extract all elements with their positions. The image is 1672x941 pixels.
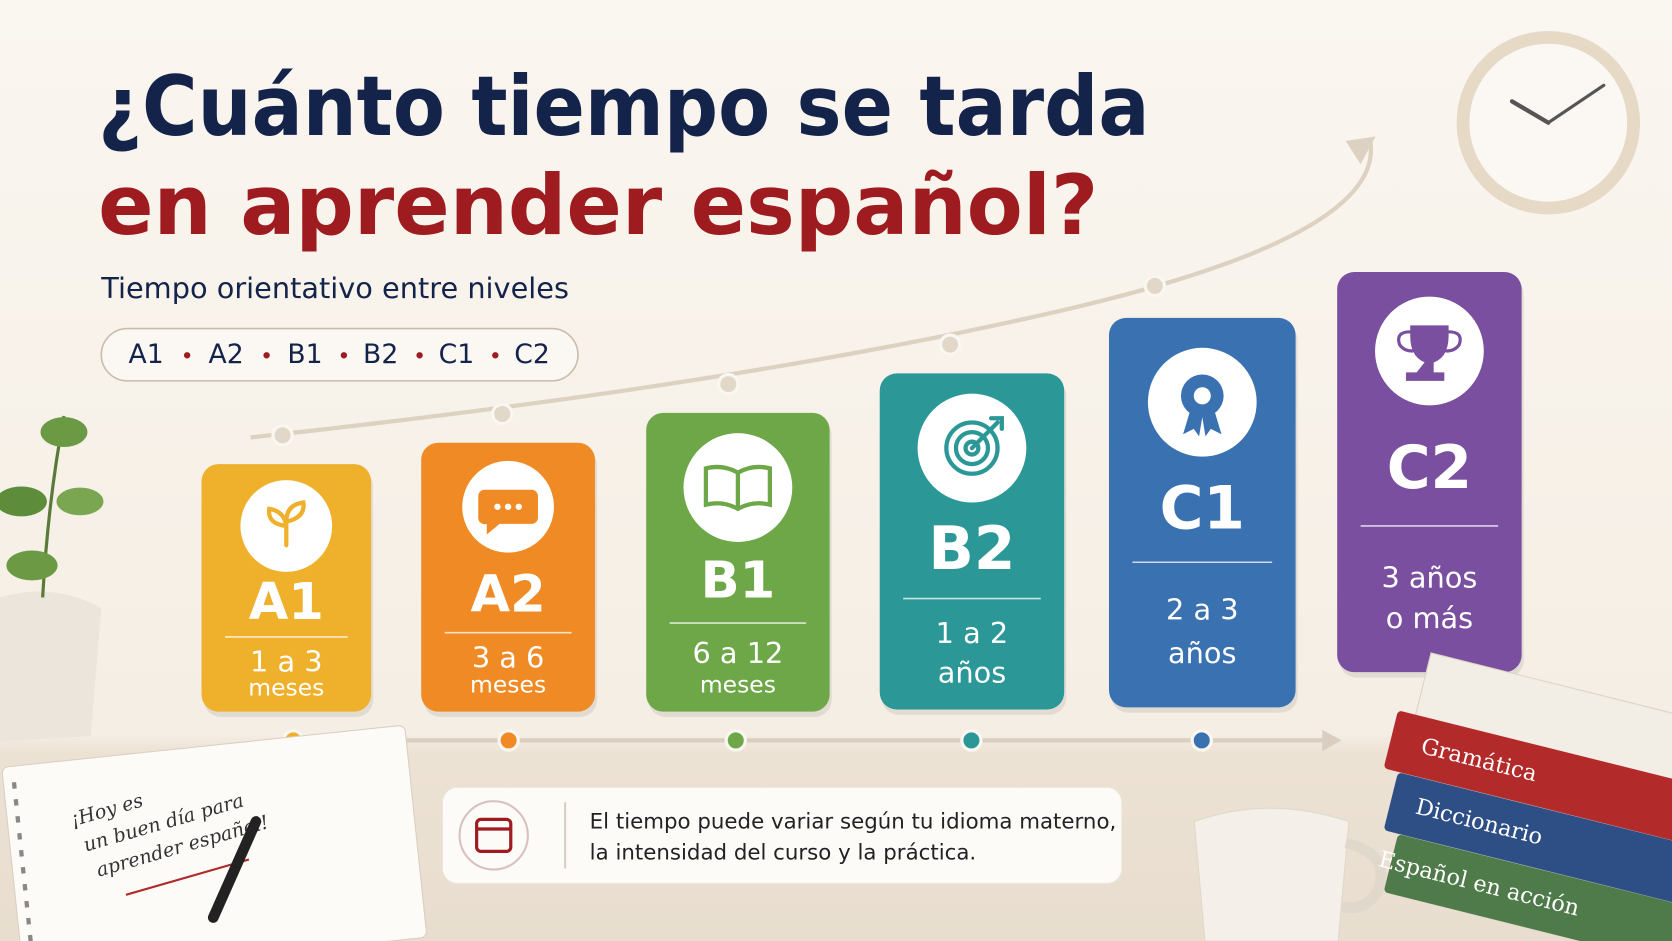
- level-label: C1: [439, 339, 475, 370]
- card-level: B1: [701, 551, 776, 611]
- card-duration: 1 a 2: [936, 616, 1009, 650]
- clock-hand: [1546, 83, 1606, 125]
- subtitle: Tiempo orientativo entre niveles: [100, 271, 569, 305]
- progress-arrowhead: [1345, 136, 1376, 165]
- level-label: B1: [287, 339, 322, 370]
- notebook: [1, 725, 427, 941]
- book: [1384, 711, 1672, 843]
- mug: [1193, 807, 1387, 941]
- calendar-circle: [458, 800, 529, 871]
- note-text: El tiempo puede variar según tu idioma m…: [590, 810, 1117, 866]
- level-label: A1: [128, 339, 163, 370]
- note-line: El tiempo puede variar según tu idioma m…: [590, 810, 1117, 835]
- card-level: C1: [1160, 475, 1245, 544]
- level-label: A2: [208, 339, 243, 370]
- icon-chat-dot: [504, 503, 512, 510]
- timeline-dot: [497, 729, 520, 752]
- level-separator: [340, 352, 348, 359]
- icon-trophy-handles: [1397, 330, 1462, 353]
- level-label: C2: [514, 339, 550, 370]
- mug-body: [1193, 807, 1350, 941]
- note-line: la intensidad del curso y la práctica.: [590, 841, 977, 866]
- book: [1384, 834, 1672, 941]
- clock-hand: [1509, 99, 1551, 125]
- icon-book: [703, 464, 773, 512]
- leaf: [56, 487, 104, 516]
- curve-dot: [1143, 274, 1167, 298]
- card-level: B2: [928, 515, 1015, 584]
- levels-pill: [100, 327, 579, 382]
- card-duration: años: [938, 655, 1006, 689]
- icon-target-ring: [944, 420, 1000, 476]
- pot: [0, 591, 102, 742]
- curve-dot: [491, 402, 514, 426]
- title-line-2: en aprender español?: [98, 157, 1098, 254]
- leaf: [6, 550, 58, 581]
- leaf: [0, 486, 47, 517]
- icon-target-ring: [953, 429, 991, 467]
- level-separator: [183, 352, 191, 359]
- level-separator: [263, 352, 270, 359]
- icon-arrow: [969, 416, 1004, 451]
- clock: [1456, 30, 1641, 215]
- level-separator: [416, 352, 423, 359]
- note-box: [441, 786, 1123, 884]
- icon-chat: [478, 489, 538, 535]
- timeline-dot: [960, 729, 983, 752]
- card-duration: 3 a 6: [472, 640, 545, 674]
- calendar-icon: [475, 817, 513, 853]
- levels-list: A1 A2 B1 B2 C1 C2: [128, 339, 549, 370]
- icon-ribbon: [1183, 412, 1222, 437]
- card-duration: 6 a 12: [692, 636, 783, 670]
- card-duration: meses: [700, 671, 776, 699]
- card-duration: 1 a 3: [250, 645, 323, 679]
- card-duration: meses: [248, 674, 324, 702]
- card-duration: 2 a 3: [1166, 592, 1239, 626]
- curve-dot: [271, 424, 294, 447]
- leaf: [40, 417, 88, 448]
- timeline-dot: [1190, 729, 1213, 752]
- timeline-dot: [724, 729, 747, 752]
- curve-dots: [271, 274, 1167, 447]
- card-level: A2: [470, 564, 545, 624]
- level-card: C2 3 años o más: [1337, 272, 1524, 678]
- level-card: B2 1 a 2 años: [879, 373, 1067, 715]
- mug-handle: [1340, 837, 1387, 914]
- card-duration: meses: [470, 671, 546, 699]
- card-duration: o más: [1386, 601, 1473, 635]
- notebook-page: [1, 725, 427, 941]
- icon-sprout: [266, 500, 306, 548]
- card-level: C2: [1387, 434, 1472, 503]
- icon-target-ring: [963, 439, 981, 457]
- book: [1384, 773, 1672, 905]
- handwriting-underline: [125, 858, 250, 896]
- icon-badge-star: [1193, 387, 1211, 405]
- level-label: B2: [363, 339, 398, 370]
- timeline-arrowhead: [1322, 729, 1342, 752]
- card-level: A1: [249, 572, 324, 632]
- pen: [207, 816, 262, 923]
- title-line-1: ¿Cuánto tiempo se tarda: [98, 58, 1149, 155]
- plant: [0, 415, 104, 742]
- curve-dot: [717, 372, 740, 396]
- icon-chat-dot: [515, 503, 522, 510]
- curve-dot: [938, 333, 962, 356]
- notebook-spiral: [11, 782, 36, 941]
- icon-chat-dot: [494, 503, 501, 510]
- card-duration: 3 años: [1381, 560, 1477, 594]
- icon-trophy: [1405, 325, 1449, 381]
- card-duration: años: [1168, 636, 1236, 670]
- level-separator: [492, 352, 499, 359]
- level-card: C1 2 a 3 años: [1108, 317, 1298, 713]
